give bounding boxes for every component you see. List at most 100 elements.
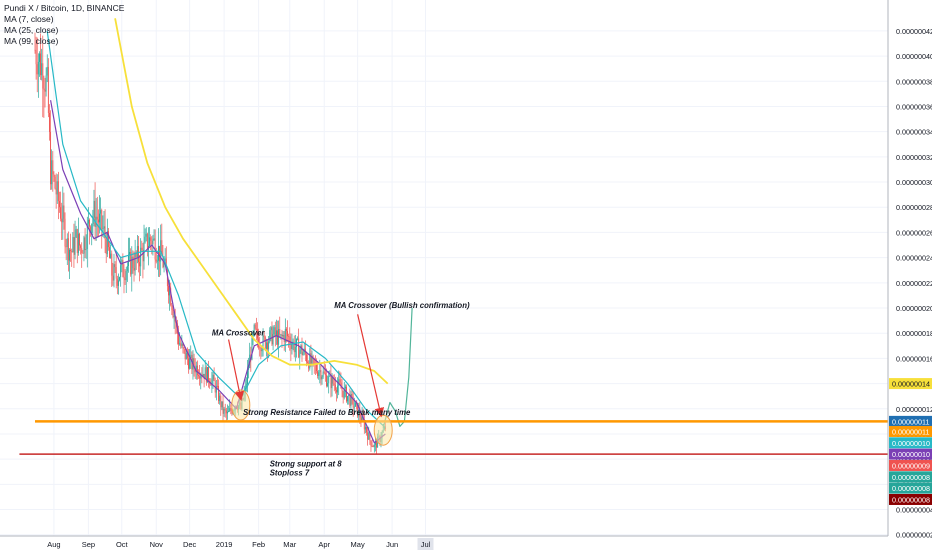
candle-up [200,375,202,379]
candle-up [358,409,360,417]
candle-down [196,365,198,376]
candle-down [224,408,226,411]
candle-down [109,247,110,259]
candle-up [331,377,333,389]
candle-up [74,237,76,255]
candle-up [85,249,87,251]
candle-up [41,63,43,76]
candle-down [135,252,137,258]
candle-down [277,330,278,345]
candle-down [40,53,42,76]
y-tick-label: 0.00000022 [896,279,932,288]
candle-down [332,377,334,384]
candle-up [69,249,70,261]
candle-up [152,238,154,245]
candle-up [269,330,271,342]
candle-down [50,131,52,185]
candle-up [282,334,284,337]
x-tick-label: Jun [386,540,398,549]
candle-down [341,388,343,391]
candle-up [247,369,248,385]
candle-up [100,210,102,214]
candle-up [322,371,324,377]
price-tag-label: 0.00000008 [892,473,930,482]
candle-up [353,406,355,408]
candle-up [39,53,40,62]
candle-down [323,371,325,374]
candle-down [116,278,118,286]
candle-up [106,231,108,255]
candle-up [265,342,267,349]
candle-layer [34,32,386,454]
candle-up [284,328,286,343]
candle-down [339,379,341,383]
candle-up [223,408,225,414]
candle-up [62,205,64,223]
candle-down [208,367,209,381]
price-tag-bg [889,482,932,494]
candle-down [271,327,273,345]
ma-line-7 [50,100,386,444]
candle-up [318,372,320,376]
candle-down [313,358,315,364]
annotation-arrow [227,339,245,402]
candle-down [161,240,163,257]
candle-down [220,395,222,408]
candle-up [117,280,119,286]
candle-up [195,365,197,373]
candle-up [309,353,311,369]
candle-down [34,49,36,51]
candle-up [110,253,112,259]
candle-up [221,401,223,408]
candle-down [43,88,45,91]
y-tick-label: 0.00000024 [896,254,932,263]
candle-down [171,305,173,310]
x-tick-label: 2019 [216,540,233,549]
price-tag-label: 0.00000014 [892,380,930,389]
candle-up [273,327,275,335]
candle-up [327,383,329,386]
candle-up [144,236,146,243]
candle-up [56,181,58,195]
y-tick-label: 0.00000034 [896,128,932,137]
x-tick-label: May [351,540,365,549]
y-tick-label: 0.00000026 [896,228,932,237]
candle-up [149,237,151,246]
candle-up [272,334,274,345]
price-tag-bg [889,378,932,390]
candle-down [230,408,232,411]
candle-down [36,64,38,75]
candle-up [253,324,255,334]
candle-down [330,374,332,389]
candle-up [364,427,366,430]
candle-up [361,414,363,421]
price-tag-bg [889,471,932,483]
candle-down [184,348,186,360]
annotation-layer: MA Crossover MA Crossover (Bullish confir… [212,301,470,478]
level-layer [19,420,888,455]
candle-down [142,249,144,262]
price-tag-label: 0.00000008 [892,484,930,493]
candle-down [334,384,336,390]
candle-up [102,228,104,230]
candle-down [218,386,220,401]
candle-down [146,233,148,250]
candle-down [306,354,307,362]
candle-up [126,266,128,271]
candle-down [255,328,257,330]
candle-down [76,229,78,253]
candle-down [70,249,72,251]
candle-down [71,250,73,253]
candle-down [210,383,212,386]
x-tick-label: Oct [116,540,129,549]
price-tag-bg [889,493,932,505]
candle-down [159,245,161,262]
candle-up [164,258,166,263]
candle-down [289,336,291,344]
y-tick-label: 0.00000002 [896,531,932,540]
candle-up [158,245,159,261]
candle-down [67,238,69,261]
